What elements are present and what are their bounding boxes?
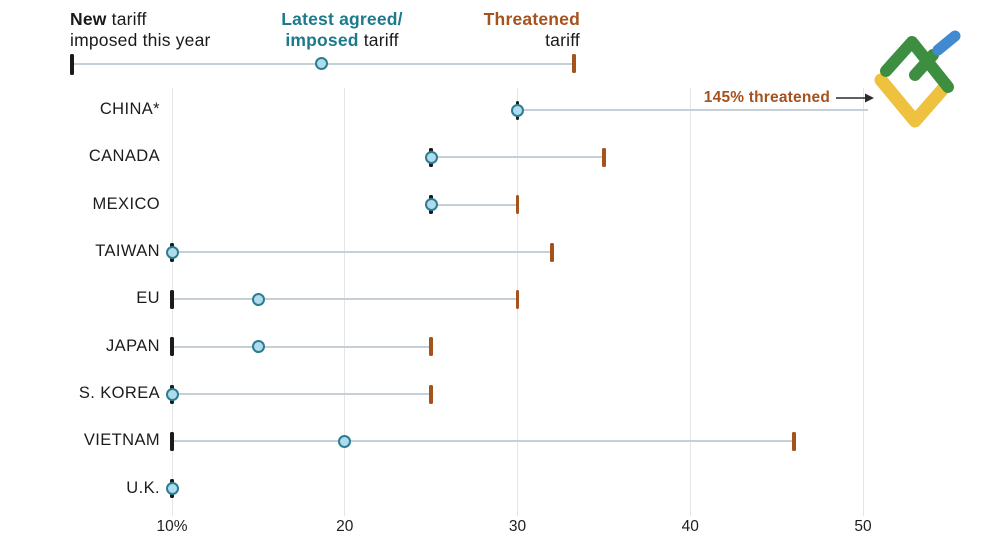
threatened-tariff-tick: [550, 242, 554, 262]
legend-new-line2: imposed this year: [70, 30, 211, 50]
legend-sample-agreed-marker: [315, 57, 328, 70]
connector-line: [172, 440, 794, 443]
connector-line: [431, 156, 604, 159]
china-threatened-annotation: 145% threatened: [560, 89, 874, 107]
legend-sample-threatened-tick: [572, 54, 576, 73]
agreed-tariff-marker: [251, 340, 265, 354]
row-label: S. KOREA: [78, 384, 160, 403]
threatened-tariff-tick: [515, 195, 520, 215]
row-label: MEXICO: [92, 194, 160, 213]
threatened-tariff-tick: [515, 289, 520, 309]
x-axis-tick-label: 40: [681, 518, 699, 535]
gridline: [344, 88, 346, 516]
connector-line: [431, 203, 518, 206]
litefinance-logo-icon: [858, 4, 1000, 139]
agreed-tariff-marker: [165, 245, 179, 259]
legend-new-line1: New tariff: [70, 9, 147, 29]
agreed-tariff-marker: [251, 292, 265, 306]
row-label: CANADA: [88, 147, 160, 166]
x-axis-tick-label: 20: [336, 518, 354, 535]
agreed-tariff-marker: [424, 198, 438, 212]
right-arrow-icon: [836, 92, 874, 104]
legend-agreed-line2: imposed tariff: [285, 30, 399, 50]
connector-line: [172, 298, 518, 301]
row-label: TAIWAN: [95, 242, 160, 261]
legend-threatened-tariff: Threatened tariff: [430, 9, 580, 51]
new-tariff-tick: [170, 337, 174, 357]
legend-threatened-line2: tariff: [545, 30, 580, 50]
new-tariff-tick: [170, 289, 174, 309]
connector-line: [517, 109, 868, 111]
legend-sample-new-tick: [70, 54, 74, 75]
threatened-tariff-tick: [429, 384, 433, 404]
connector-line: [172, 393, 432, 396]
agreed-tariff-marker: [424, 150, 438, 164]
row-label: VIETNAM: [83, 431, 160, 450]
threatened-tariff-tick: [792, 431, 796, 451]
row-label: EU: [136, 289, 160, 308]
x-axis-tick-label: 30: [508, 518, 527, 535]
agreed-tariff-marker: [165, 482, 179, 496]
gridline: [689, 88, 691, 516]
threatened-tariff-tick: [429, 337, 433, 357]
agreed-tariff-marker: [511, 103, 524, 117]
annotation-text: 145% threatened: [703, 89, 830, 106]
row-label: CHINA*: [99, 100, 160, 118]
new-tariff-tick: [170, 431, 174, 451]
row-label: JAPAN: [106, 336, 160, 355]
agreed-tariff-marker: [165, 387, 179, 401]
legend-new-tariff: New tariff imposed this year: [70, 9, 270, 51]
legend-agreed-tariff: Latest agreed/ imposed tariff: [242, 9, 442, 51]
connector-line: [172, 251, 553, 254]
gridline: [862, 88, 864, 516]
legend-threatened-line1: Threatened: [483, 9, 580, 29]
row-label: U.K.: [126, 478, 160, 497]
legend-agreed-line1: Latest agreed/: [281, 9, 403, 29]
agreed-tariff-marker: [338, 434, 352, 448]
x-axis-tick-label: 50: [854, 518, 872, 535]
x-axis-tick-label: 10%: [156, 518, 188, 535]
threatened-tariff-tick: [602, 147, 606, 167]
connector-line: [172, 345, 432, 348]
